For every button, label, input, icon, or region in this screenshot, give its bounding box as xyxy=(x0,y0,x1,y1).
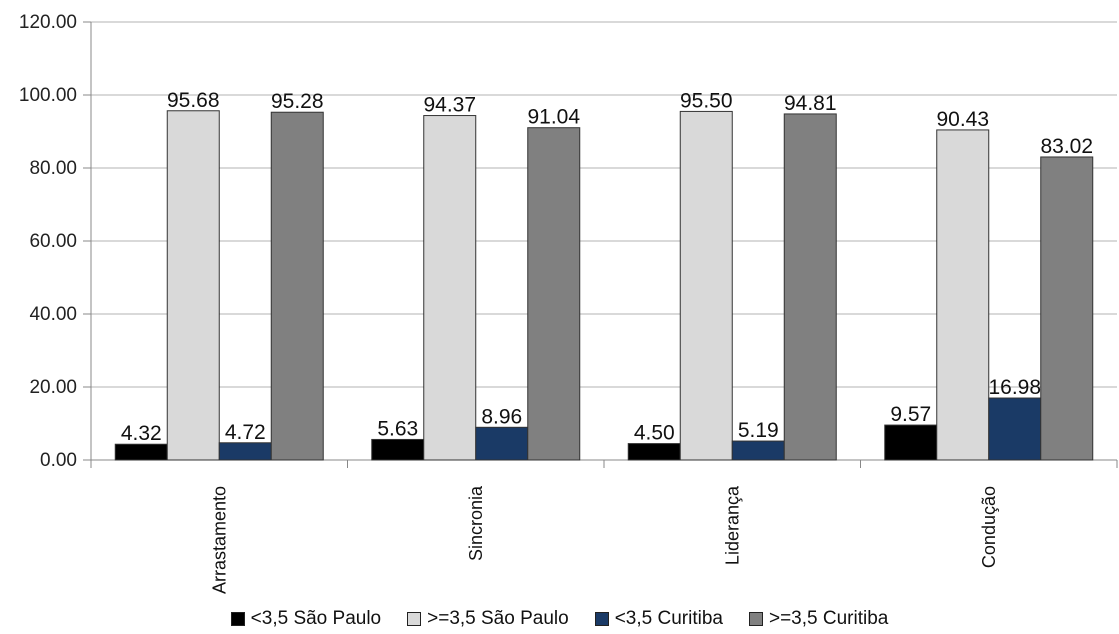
bar xyxy=(1040,156,1094,461)
bar xyxy=(884,424,938,461)
data-label: 95.68 xyxy=(167,89,220,112)
legend-label: <3,5 Curitiba xyxy=(614,608,723,629)
data-label: 94.37 xyxy=(423,94,476,117)
legend-swatch xyxy=(230,612,245,626)
legend-item: <3,5 Curitiba xyxy=(594,608,723,630)
bar xyxy=(166,110,220,461)
bar xyxy=(114,443,168,461)
category-label: Arrastamento xyxy=(209,486,229,594)
data-label: 5.63 xyxy=(377,417,418,440)
legend-label: >=3,5 Curitiba xyxy=(768,608,889,629)
legend-swatch xyxy=(748,612,763,626)
bar xyxy=(475,426,529,461)
bar-chart: 0.00 20.00 40.00 60.00 80.00 100.00 120.00 4.32… xyxy=(19,12,1118,594)
legend-item: >=3,5 São Paulo xyxy=(407,608,569,630)
y-tick-label: 80.00 xyxy=(29,158,77,179)
legend-label: >=3,5 São Paulo xyxy=(427,608,569,629)
data-label: 8.96 xyxy=(481,405,522,428)
y-tick-label: 60.00 xyxy=(29,231,77,252)
data-label: 5.19 xyxy=(738,419,779,442)
data-label: 95.50 xyxy=(680,89,733,112)
data-label: 4.72 xyxy=(225,421,266,444)
category-label: Sincronia xyxy=(466,485,486,561)
bar xyxy=(218,442,272,461)
bar xyxy=(270,111,324,461)
y-tick-label: 120.00 xyxy=(19,12,77,33)
data-label: 95.28 xyxy=(271,90,324,113)
y-tick-label: 20.00 xyxy=(29,377,77,398)
y-tick-label: 100.00 xyxy=(19,85,77,106)
category-label: Condução xyxy=(979,486,999,568)
data-label: 4.32 xyxy=(121,422,162,445)
legend: <3,5 São Paulo >=3,5 São Paulo <3,5 Curiti… xyxy=(0,604,1119,634)
data-label: 83.02 xyxy=(1040,135,1093,158)
legend-item: <3,5 São Paulo xyxy=(230,608,382,630)
bar xyxy=(783,113,837,461)
bar xyxy=(731,440,785,461)
data-label: 4.50 xyxy=(634,422,675,445)
category-label: Liderança xyxy=(722,485,742,565)
data-label: 94.81 xyxy=(784,92,837,115)
y-tick-label: 40.00 xyxy=(29,304,77,325)
bar xyxy=(423,115,477,461)
data-label: 16.98 xyxy=(988,376,1041,399)
bar xyxy=(371,438,425,461)
data-label: 90.43 xyxy=(936,108,989,131)
y-tick-label: 0.00 xyxy=(40,450,77,471)
bar xyxy=(936,129,990,461)
bar xyxy=(527,127,581,461)
legend-swatch xyxy=(407,612,422,626)
data-label: 9.57 xyxy=(890,403,931,426)
bar xyxy=(988,397,1042,461)
bar xyxy=(627,443,681,461)
legend-label: <3,5 São Paulo xyxy=(250,608,382,629)
legend-item: >=3,5 Curitiba xyxy=(748,608,889,630)
legend-swatch xyxy=(594,612,609,626)
bar xyxy=(679,110,733,461)
data-label: 91.04 xyxy=(527,106,580,129)
